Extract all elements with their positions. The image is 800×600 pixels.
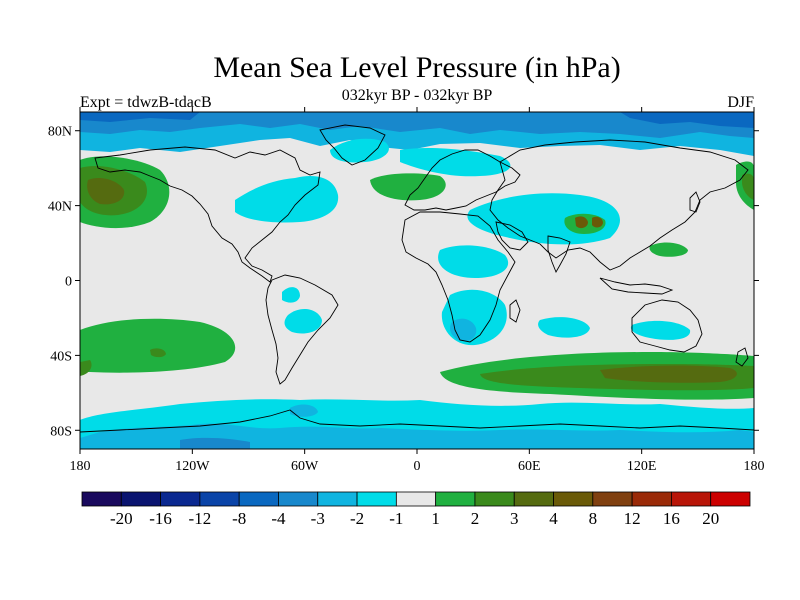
colorbar-label: 16 [663,509,680,528]
colorbar-label: 1 [431,509,440,528]
coast-asia [489,139,749,271]
colorbar-swatch [356,491,397,507]
north-pacific-core-positive [87,178,125,205]
colorbar-label: -3 [311,509,325,528]
colorbar-swatch [238,491,279,507]
southern-africa-stronger [450,318,477,342]
coast-arabia [495,221,529,251]
colorbar-label: 3 [510,509,519,528]
south-america-negative [282,287,300,303]
colorbar-label: 4 [549,509,558,528]
southern-ocean-core-positive [600,365,737,383]
colorbar-swatch [160,491,201,507]
colorbar-label: 12 [624,509,641,528]
coast-indonesia [599,277,674,295]
indian-ocean-negative [538,317,590,338]
colorbar: -20 -16 -12 -8 -4 -3 -2 -1 1 2 3 4 8 12 16 20 [81,491,751,528]
colorbar-swatch [395,491,437,507]
africa-negative [438,245,509,278]
lon-tick-label: 0 [414,459,421,474]
coast-india [547,235,571,274]
tibet-strong-positive-2 [592,216,603,228]
coast-madagascar [509,299,521,323]
coast-antarctica [80,409,754,433]
south-pacific-strong-positive [150,348,166,358]
coast-greenland [319,124,386,166]
colorbar-label: 20 [702,509,719,528]
lon-tick-label: 60W [291,459,319,474]
west-pacific-positive [649,242,688,257]
colorbar-swatch [317,491,358,507]
colorbar-label: -16 [149,509,172,528]
lon-tick-label: 180 [70,459,91,474]
colorbar-label: -4 [271,509,286,528]
colorbar-swatch [435,491,476,507]
lat-tick-label: 40S [50,349,72,364]
lat-tick-label: 40N [48,200,72,215]
pressure-anomaly-fields [80,112,754,449]
latitude-axis: 80N 40N 0 40S 80S [48,125,759,439]
colorbar-swatch [474,491,515,507]
lon-tick-label: 120E [627,459,657,474]
coast-japan [689,191,701,213]
colorbar-swatch [631,491,672,507]
coast-europe [404,149,521,211]
colorbar-swatch [81,491,122,507]
coast-australia [631,299,703,353]
lat-tick-label: 80N [48,125,72,140]
colorbar-label: -1 [389,509,403,528]
coast-new-zealand [735,347,749,367]
lat-tick-label: 80S [50,424,72,439]
arctic-strong-negative [80,112,754,138]
coast-africa [401,211,516,343]
experiment-label: Expt = tdwzB-tdacB [80,94,212,111]
colorbar-swatch [513,491,554,507]
labrador-negative [330,138,389,163]
colorbar-label: -12 [189,509,212,528]
australia-negative [630,320,691,340]
lon-tick-label: 180 [744,459,765,474]
colorbar-swatch [199,491,240,507]
coastlines [80,124,754,433]
season-label: DJF [727,94,754,111]
north-atlantic-negative [235,175,339,223]
south-pacific-positive [80,318,236,373]
chart-title: Mean Sea Level Pressure (in hPa) [213,51,621,84]
colorbar-label: -2 [350,509,364,528]
south-pacific-edge-positive [80,360,92,376]
colorbar-label: -20 [110,509,133,528]
east-asia-strong-positive [742,173,754,200]
lat-tick-label: 0 [65,275,72,290]
colorbar-swatch [671,491,712,507]
coast-north-america [94,146,321,283]
colorbar-swatch [553,491,594,507]
arctic-stronger-negative-2 [80,112,200,122]
colorbar-swatch [278,491,319,507]
europe-negative [400,147,511,177]
tibet-strong-positive [575,216,588,229]
south-atlantic-negative [284,308,322,334]
colorbar-label: 2 [471,509,480,528]
coast-south-america [265,274,339,385]
colorbar-label: -8 [232,509,246,528]
colorbar-swatch [710,491,751,507]
colorbar-swatch [120,491,161,507]
north-atlantic-positive [370,173,446,201]
antarctic-patch-1 [290,404,318,417]
arctic-stronger-negative [620,112,754,128]
chart-subtitle: 032kyr BP - 032kyr BP [341,87,493,104]
longitude-axis: 180 120W 60W 0 60E 120E 180 [70,107,765,474]
antarctic-strongest-negative [180,437,250,449]
colorbar-swatch [592,491,633,507]
lon-tick-label: 60E [518,459,541,474]
colorbar-label: 8 [589,509,598,528]
lon-tick-label: 120W [175,459,210,474]
